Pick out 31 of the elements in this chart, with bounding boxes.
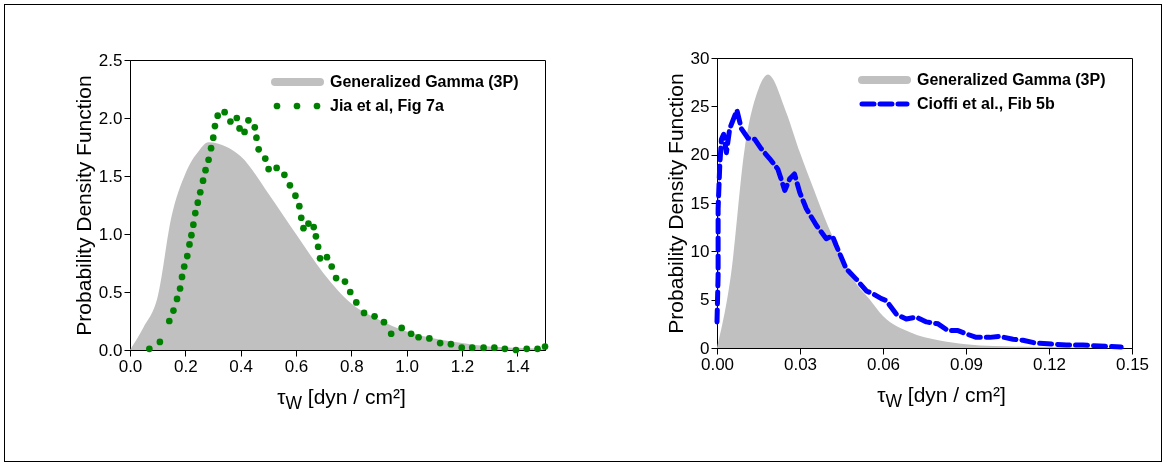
y-tick-label: 1.0 [98,224,123,244]
y-tick-label: 0.5 [98,282,123,302]
x-tick-label: 0.03 [783,354,818,374]
x-tick-label: 0.12 [1032,354,1067,374]
y-tick-label: 2.0 [98,108,123,128]
x-tick-label: 0.8 [340,356,364,376]
x-tick-label: 1.4 [506,356,530,376]
y-tick-label: 1.5 [98,166,123,186]
y-tick-label: 10 [690,241,710,261]
x-axis-title: τ$_{W}$ [dyn / cm²] [276,385,407,415]
legend-label: Cioffi et al., Fib 5b [917,95,1056,112]
y-tick-label: 20 [690,145,710,165]
y-tick-label: 15 [690,193,710,213]
legend-label: Generalized Gamma (3P) [917,71,1106,88]
y-tick-label: 25 [690,96,710,116]
y-axis-title: Probability Density Function [71,75,95,336]
x-axis-title: τ$_{W}$ [dyn / cm²] [876,383,1007,413]
y-tick-label: 2.5 [98,50,123,70]
y-axis-title: Probability Density Function [663,73,687,334]
legend-label: Jia et al, Fig 7a [330,97,444,114]
x-tick-label: 0.06 [866,354,901,374]
x-tick-label: 0.15 [1115,354,1150,374]
x-tick-label: 1.0 [395,356,419,376]
x-tick-label: 0.2 [174,356,198,376]
x-tick-label: 0.6 [284,356,309,376]
legend-label: Generalized Gamma (3P) [330,73,519,90]
x-tick-label: 1.2 [450,356,475,376]
y-tick-label: 30 [690,48,710,68]
y-tick-label: 5 [700,290,710,310]
x-tick-label: 0.09 [949,354,984,374]
x-tick-label: 0.4 [229,356,253,376]
